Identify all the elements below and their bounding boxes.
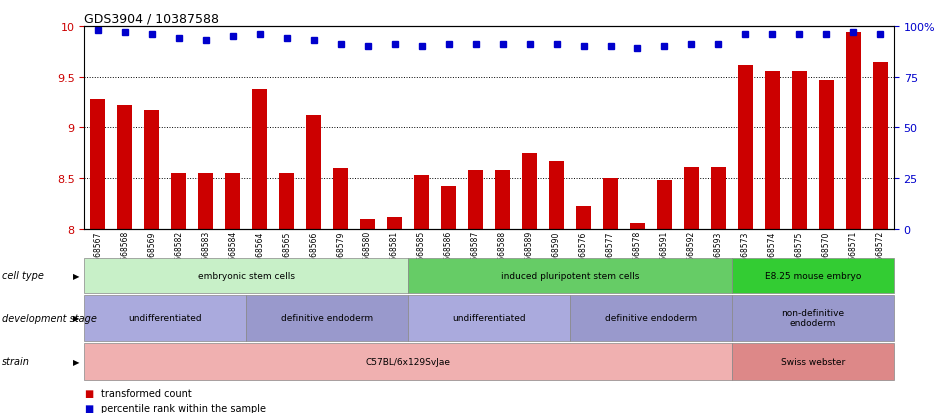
Bar (684, 168, 699, 229)
Bar (360, 219, 375, 229)
Bar (732, 295, 894, 341)
Bar (630, 223, 645, 229)
Bar (603, 178, 618, 229)
Bar (711, 168, 726, 229)
Bar (144, 111, 159, 229)
Bar (171, 173, 186, 229)
Bar (873, 63, 888, 229)
Bar (333, 169, 348, 229)
Bar (468, 171, 483, 229)
Bar (732, 258, 894, 293)
Bar (495, 171, 510, 229)
Bar (198, 173, 213, 229)
Text: undifferentiated: undifferentiated (128, 313, 202, 323)
Text: ■: ■ (84, 403, 94, 413)
Text: ▶: ▶ (73, 357, 80, 366)
Text: ▶: ▶ (73, 313, 80, 323)
Bar (408, 295, 570, 341)
Bar (738, 66, 753, 229)
Bar (90, 100, 105, 229)
Bar (819, 81, 834, 229)
Bar (792, 71, 807, 229)
Bar (657, 180, 672, 229)
Text: transformed count: transformed count (101, 388, 192, 398)
Bar (765, 71, 780, 229)
Text: strain: strain (2, 356, 30, 366)
Bar (522, 153, 537, 229)
Text: Swiss webster: Swiss webster (781, 357, 845, 366)
Text: undifferentiated: undifferentiated (452, 313, 526, 323)
Bar (226, 173, 241, 229)
Bar (408, 258, 732, 293)
Bar (549, 161, 564, 229)
Bar (576, 207, 591, 229)
Text: non-definitive
endoderm: non-definitive endoderm (782, 309, 844, 328)
Text: percentile rank within the sample: percentile rank within the sample (101, 403, 266, 413)
Text: ■: ■ (84, 388, 94, 398)
Text: definitive endoderm: definitive endoderm (605, 313, 697, 323)
Bar (388, 217, 402, 229)
Text: E8.25 mouse embryo: E8.25 mouse embryo (765, 271, 861, 280)
Bar (84, 343, 732, 380)
Text: development stage: development stage (2, 313, 96, 323)
Bar (84, 258, 408, 293)
Bar (306, 116, 321, 229)
Bar (84, 295, 246, 341)
Bar (732, 343, 894, 380)
Bar (414, 176, 429, 229)
Bar (441, 187, 456, 229)
Bar (846, 33, 861, 229)
Bar (117, 106, 132, 229)
Text: definitive endoderm: definitive endoderm (281, 313, 373, 323)
Text: ▶: ▶ (73, 271, 80, 280)
Bar (570, 295, 732, 341)
Text: GDS3904 / 10387588: GDS3904 / 10387588 (84, 13, 219, 26)
Bar (252, 90, 267, 229)
Text: cell type: cell type (2, 271, 44, 281)
Bar (279, 173, 294, 229)
Bar (246, 295, 408, 341)
Text: induced pluripotent stem cells: induced pluripotent stem cells (501, 271, 639, 280)
Text: C57BL/6x129SvJae: C57BL/6x129SvJae (366, 357, 450, 366)
Text: embryonic stem cells: embryonic stem cells (197, 271, 295, 280)
